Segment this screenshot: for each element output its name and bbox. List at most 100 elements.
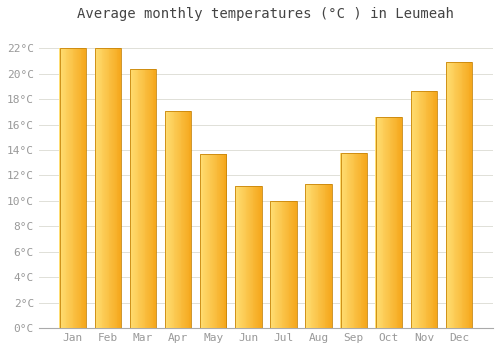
- Bar: [270, 201, 296, 328]
- Bar: [423, 91, 424, 328]
- Bar: [323, 184, 324, 328]
- Bar: [410, 91, 412, 328]
- Bar: [465, 62, 466, 328]
- Bar: [66, 48, 68, 328]
- Bar: [64, 48, 65, 328]
- Bar: [340, 153, 342, 328]
- Bar: [321, 184, 322, 328]
- Bar: [207, 154, 208, 328]
- Bar: [396, 117, 398, 328]
- Bar: [349, 153, 350, 328]
- Bar: [450, 62, 452, 328]
- Bar: [273, 201, 274, 328]
- Bar: [258, 186, 259, 328]
- Bar: [343, 153, 344, 328]
- Bar: [68, 48, 70, 328]
- Bar: [179, 111, 180, 328]
- Bar: [130, 69, 156, 328]
- Bar: [415, 91, 416, 328]
- Bar: [69, 48, 70, 328]
- Bar: [435, 91, 436, 328]
- Bar: [350, 153, 352, 328]
- Bar: [395, 117, 396, 328]
- Bar: [210, 154, 211, 328]
- Bar: [346, 153, 347, 328]
- Bar: [216, 154, 218, 328]
- Bar: [130, 69, 131, 328]
- Bar: [136, 69, 137, 328]
- Bar: [96, 48, 98, 328]
- Bar: [352, 153, 354, 328]
- Bar: [182, 111, 184, 328]
- Bar: [186, 111, 188, 328]
- Bar: [260, 186, 262, 328]
- Bar: [424, 91, 426, 328]
- Bar: [180, 111, 182, 328]
- Bar: [249, 186, 250, 328]
- Bar: [221, 154, 222, 328]
- Bar: [174, 111, 175, 328]
- Bar: [200, 154, 226, 328]
- Bar: [201, 154, 202, 328]
- Bar: [66, 48, 67, 328]
- Bar: [185, 111, 186, 328]
- Bar: [328, 184, 330, 328]
- Bar: [130, 69, 132, 328]
- Bar: [452, 62, 453, 328]
- Bar: [202, 154, 203, 328]
- Bar: [252, 186, 254, 328]
- Bar: [430, 91, 431, 328]
- Bar: [358, 153, 359, 328]
- Bar: [382, 117, 383, 328]
- Bar: [414, 91, 416, 328]
- Bar: [416, 91, 417, 328]
- Bar: [165, 111, 166, 328]
- Bar: [420, 91, 422, 328]
- Bar: [306, 184, 308, 328]
- Bar: [306, 184, 332, 328]
- Bar: [387, 117, 388, 328]
- Bar: [151, 69, 152, 328]
- Bar: [200, 154, 201, 328]
- Bar: [116, 48, 117, 328]
- Bar: [257, 186, 258, 328]
- Bar: [100, 48, 102, 328]
- Bar: [432, 91, 433, 328]
- Bar: [210, 154, 212, 328]
- Bar: [380, 117, 381, 328]
- Bar: [288, 201, 290, 328]
- Bar: [107, 48, 108, 328]
- Bar: [120, 48, 122, 328]
- Bar: [205, 154, 206, 328]
- Bar: [238, 186, 240, 328]
- Bar: [390, 117, 391, 328]
- Bar: [82, 48, 84, 328]
- Bar: [168, 111, 170, 328]
- Bar: [354, 153, 355, 328]
- Bar: [235, 186, 262, 328]
- Bar: [310, 184, 312, 328]
- Bar: [386, 117, 388, 328]
- Bar: [318, 184, 320, 328]
- Bar: [342, 153, 344, 328]
- Bar: [462, 62, 463, 328]
- Bar: [424, 91, 425, 328]
- Bar: [378, 117, 380, 328]
- Bar: [60, 48, 62, 328]
- Bar: [146, 69, 148, 328]
- Bar: [171, 111, 172, 328]
- Bar: [393, 117, 394, 328]
- Bar: [456, 62, 458, 328]
- Bar: [313, 184, 314, 328]
- Bar: [466, 62, 467, 328]
- Bar: [307, 184, 308, 328]
- Bar: [133, 69, 134, 328]
- Bar: [292, 201, 294, 328]
- Bar: [74, 48, 76, 328]
- Bar: [360, 153, 361, 328]
- Bar: [214, 154, 215, 328]
- Bar: [459, 62, 460, 328]
- Bar: [166, 111, 167, 328]
- Bar: [385, 117, 386, 328]
- Bar: [296, 201, 297, 328]
